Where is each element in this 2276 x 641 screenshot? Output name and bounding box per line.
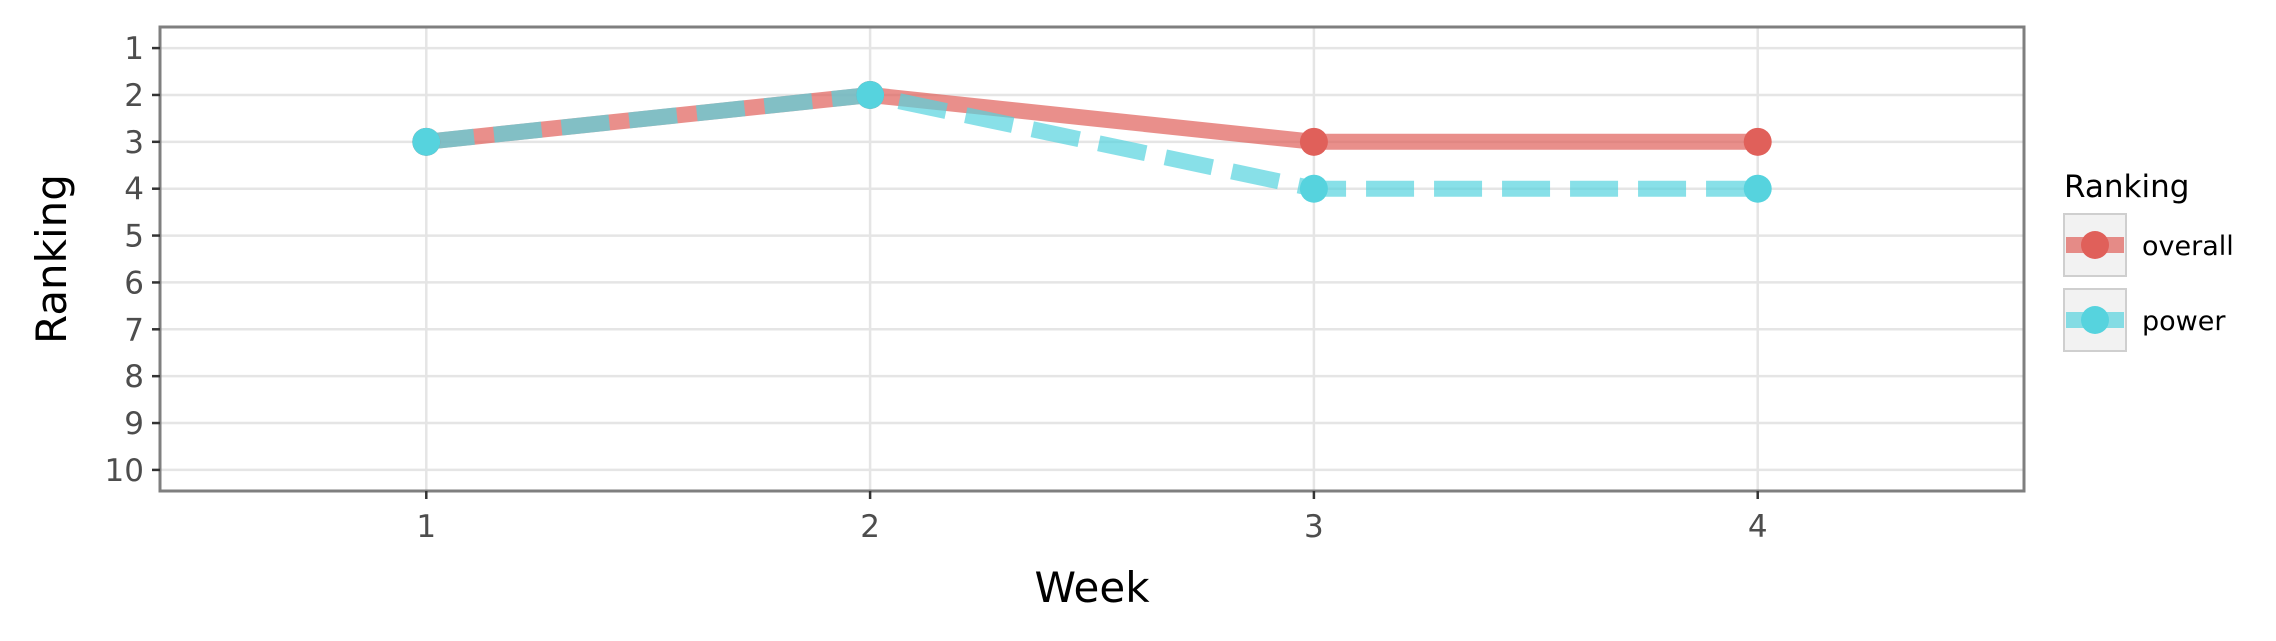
x-tick-label: 1 <box>416 509 436 545</box>
series-points <box>412 80 1772 203</box>
y-axis-title: Ranking <box>27 174 76 344</box>
legend-title: Ranking <box>2064 169 2189 205</box>
y-tick-label: 9 <box>124 406 144 442</box>
y-tick-label: 4 <box>124 172 144 208</box>
x-tick-labels: 1 2 3 4 <box>416 509 1767 545</box>
series-line-power <box>425 87 1758 197</box>
x-tick-label: 2 <box>860 509 880 545</box>
legend-label: power <box>2142 306 2226 337</box>
legend-item-overall: overall <box>2063 213 2234 277</box>
legend-key-point <box>2081 231 2109 259</box>
data-point-power <box>856 80 885 109</box>
y-tick-label: 10 <box>105 453 144 489</box>
data-point-power <box>412 127 441 156</box>
x-axis-title: Week <box>1034 563 1150 612</box>
y-tick-label: 6 <box>124 265 144 301</box>
y-tick-label: 5 <box>124 219 144 255</box>
legend: Ranking overall power <box>2063 169 2234 352</box>
x-tick-label: 3 <box>1304 509 1324 545</box>
data-point-overall <box>1743 127 1772 156</box>
y-tick-label: 2 <box>124 78 144 114</box>
y-tick-label: 3 <box>124 125 144 161</box>
legend-item-power: power <box>2063 288 2226 352</box>
data-point-overall <box>1299 127 1328 156</box>
y-tick-label: 1 <box>124 31 144 67</box>
data-point-power <box>1299 174 1328 203</box>
y-tick-labels: 1 2 3 4 5 6 7 8 9 10 <box>105 31 144 489</box>
legend-items: overall power <box>2063 213 2234 352</box>
y-tick-label: 8 <box>124 359 144 395</box>
legend-key-point <box>2081 306 2109 334</box>
x-tick-label: 4 <box>1748 509 1768 545</box>
legend-label: overall <box>2142 231 2234 262</box>
plot-panel-border <box>158 25 2026 493</box>
series-lines <box>425 87 1758 197</box>
data-point-power <box>1743 174 1772 203</box>
y-tick-label: 7 <box>124 312 144 348</box>
axis-ticks <box>152 46 1759 499</box>
